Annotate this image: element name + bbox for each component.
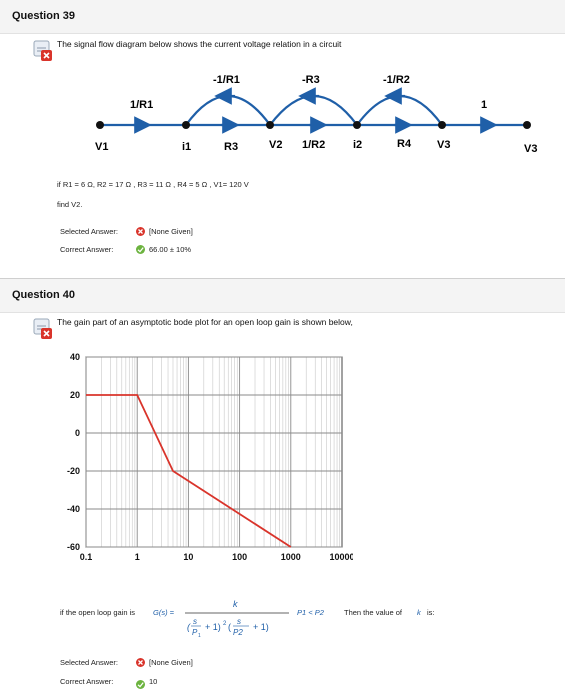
question-39-header: Question 39	[0, 0, 565, 34]
svg-text:s: s	[237, 617, 241, 626]
node-label: V3	[524, 143, 537, 155]
node-label: V3	[437, 139, 450, 151]
node-v3	[438, 121, 446, 129]
question-40-title: Question 40	[12, 289, 75, 301]
branch-label: 1	[481, 99, 487, 111]
correct-answer-value: 10	[149, 677, 158, 686]
question-40-header: Question 40	[0, 279, 565, 313]
incorrect-icon	[136, 658, 145, 667]
correct-answer-value: 66.00 ± 10%	[149, 245, 192, 254]
k-variable: k	[417, 608, 421, 617]
y-tick-label: 20	[70, 390, 80, 400]
branch-label: -1/R1	[213, 74, 240, 86]
y-tick-label: -60	[67, 542, 80, 552]
transfer-function: k ( s P 1 + 1) 2 ( s P2 + 1)	[183, 596, 291, 639]
x-tick-label: 1	[135, 552, 140, 562]
incorrect-question-icon	[33, 40, 53, 61]
selected-answer-value: [None Given]	[149, 227, 193, 236]
question-39-prompt: The signal flow diagram below shows the …	[57, 39, 342, 49]
feedback-arc	[185, 94, 271, 126]
node-v2	[266, 121, 274, 129]
given-values: if R1 = 6 Ω, R2 = 17 Ω , R3 = 11 Ω , R4 …	[57, 180, 249, 189]
check-icon	[136, 245, 145, 254]
question-prefix: if the open loop gain is	[60, 608, 136, 617]
question-tail-end: is:	[427, 608, 435, 617]
x-tick-label: 10000	[329, 552, 353, 562]
signal-flow-diagram: V1 i1 V2 i2 V3 V3 1/R1 R3 1/R2 R4 1 -1/R…	[57, 55, 554, 163]
divider	[0, 278, 565, 279]
svg-text:1: 1	[198, 633, 201, 638]
node-i1	[182, 121, 190, 129]
y-tick-label: -40	[67, 504, 80, 514]
svg-text:P2: P2	[233, 628, 243, 637]
y-tick-label: 40	[70, 352, 80, 362]
y-tick-label: -20	[67, 466, 80, 476]
question-39-title: Question 39	[12, 10, 75, 22]
branch-label: 1/R2	[302, 139, 325, 151]
svg-text:s: s	[193, 617, 197, 626]
node-v1	[96, 121, 104, 129]
incorrect-icon	[136, 227, 145, 236]
node-label: i1	[182, 141, 191, 153]
selected-answer-value: [None Given]	[149, 658, 193, 667]
correct-answer-label: Correct Answer:	[60, 245, 114, 254]
branch-label: 1/R1	[130, 99, 153, 111]
feedback-arc	[269, 94, 358, 126]
question-40-prompt: The gain part of an asymptotic bode plot…	[57, 317, 353, 327]
node-label: V1	[95, 141, 108, 153]
selected-answer-label: Selected Answer:	[60, 227, 118, 236]
svg-text:(: (	[228, 622, 231, 632]
node-label: i2	[353, 139, 362, 151]
x-tick-label: 0.1	[80, 552, 93, 562]
bode-plot: 40 20 0 -20 -40 -60 0.1 1 10 100 1000 10000	[57, 335, 355, 567]
pole-condition: P1 < P2	[297, 608, 324, 617]
x-tick-label: 100	[232, 552, 247, 562]
x-tick-label: 1000	[281, 552, 301, 562]
svg-text:+ 1): + 1)	[253, 622, 269, 632]
x-tick-label: 10	[183, 552, 193, 562]
find-instruction: find V2.	[57, 200, 83, 209]
node-i2	[353, 121, 361, 129]
check-icon	[136, 680, 145, 689]
gain-curve	[86, 394, 292, 548]
feedback-arc	[356, 94, 443, 126]
question-tail: Then the value of	[344, 608, 402, 617]
plot-area	[85, 356, 343, 548]
svg-text:2: 2	[223, 621, 227, 627]
branch-label: -1/R2	[383, 74, 410, 86]
correct-answer-label: Correct Answer:	[60, 677, 114, 686]
node-label: V2	[269, 139, 282, 151]
selected-answer-label: Selected Answer:	[60, 658, 118, 667]
y-tick-label: 0	[75, 428, 80, 438]
node-v3-out	[523, 121, 531, 129]
svg-text:P: P	[192, 628, 198, 637]
branch-label: R3	[224, 141, 238, 153]
branch-label: R4	[397, 138, 412, 150]
branch-label: -R3	[302, 74, 320, 86]
svg-text:+ 1): + 1)	[205, 622, 221, 632]
numerator: k	[233, 599, 238, 609]
svg-text:(: (	[187, 622, 191, 632]
incorrect-question-icon	[33, 318, 53, 339]
gs-label: G(s) =	[153, 608, 175, 617]
